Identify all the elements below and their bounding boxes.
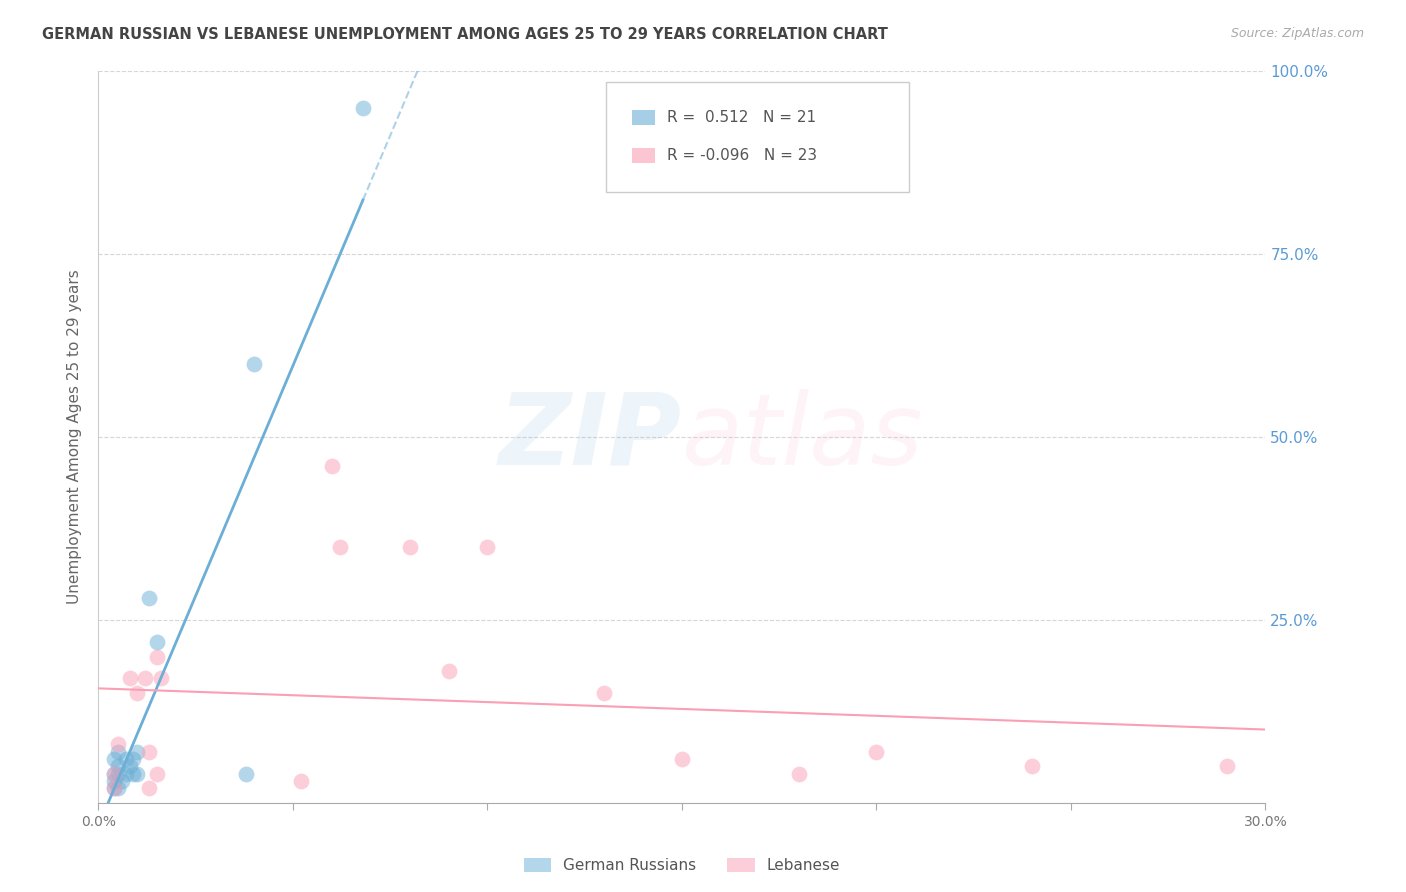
Point — [146, 635, 169, 649]
Point — [127, 745, 149, 759]
Point — [671, 752, 693, 766]
Point — [118, 759, 141, 773]
Point — [477, 540, 499, 554]
Point — [134, 672, 156, 686]
Text: R =  0.512   N = 21: R = 0.512 N = 21 — [666, 110, 815, 125]
Point — [398, 540, 420, 554]
Point — [122, 752, 145, 766]
Point — [107, 745, 129, 759]
Point — [321, 459, 343, 474]
Point — [352, 101, 374, 115]
Text: Source: ZipAtlas.com: Source: ZipAtlas.com — [1230, 27, 1364, 40]
FancyBboxPatch shape — [606, 82, 910, 192]
Text: R = -0.096   N = 23: R = -0.096 N = 23 — [666, 148, 817, 163]
Point — [437, 664, 460, 678]
Point — [1021, 759, 1043, 773]
Point — [114, 766, 136, 780]
FancyBboxPatch shape — [631, 110, 655, 125]
Point — [103, 752, 125, 766]
Point — [127, 686, 149, 700]
Point — [103, 766, 125, 780]
Text: GERMAN RUSSIAN VS LEBANESE UNEMPLOYMENT AMONG AGES 25 TO 29 YEARS CORRELATION CH: GERMAN RUSSIAN VS LEBANESE UNEMPLOYMENT … — [42, 27, 889, 42]
Point — [138, 781, 160, 796]
Point — [149, 672, 172, 686]
Point — [146, 649, 169, 664]
Point — [122, 766, 145, 780]
Point — [865, 745, 887, 759]
Point — [290, 773, 312, 788]
Point — [103, 766, 125, 780]
Point — [146, 766, 169, 780]
Point — [329, 540, 352, 554]
Point — [787, 766, 810, 780]
Point — [107, 781, 129, 796]
Point — [243, 357, 266, 371]
Point — [111, 773, 134, 788]
FancyBboxPatch shape — [631, 148, 655, 162]
Point — [103, 781, 125, 796]
Point — [235, 766, 257, 780]
Point — [103, 773, 125, 788]
Point — [1215, 759, 1237, 773]
Point — [107, 766, 129, 780]
Text: ZIP: ZIP — [499, 389, 682, 485]
Point — [107, 759, 129, 773]
Legend: German Russians, Lebanese: German Russians, Lebanese — [517, 852, 846, 880]
Point — [127, 766, 149, 780]
Text: atlas: atlas — [682, 389, 924, 485]
Point — [114, 752, 136, 766]
Point — [593, 686, 616, 700]
Point — [138, 591, 160, 605]
Point — [107, 737, 129, 751]
Point — [118, 672, 141, 686]
Y-axis label: Unemployment Among Ages 25 to 29 years: Unemployment Among Ages 25 to 29 years — [67, 269, 83, 605]
Point — [138, 745, 160, 759]
Point — [103, 781, 125, 796]
